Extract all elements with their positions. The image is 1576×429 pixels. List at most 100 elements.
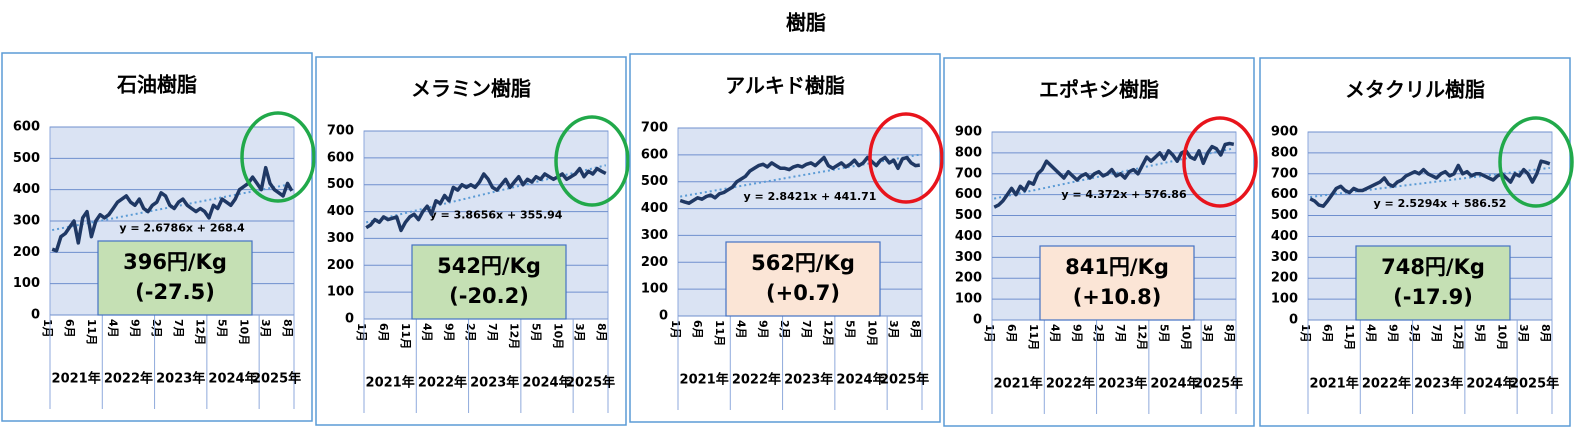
- x-tick-label: 9月: [1070, 324, 1083, 343]
- x-tick-label: 10月: [551, 323, 564, 349]
- year-label: 2021年: [366, 375, 415, 391]
- y-tick-label: 300: [13, 214, 40, 229]
- x-tick-label: 7月: [1430, 324, 1443, 343]
- year-label: 2022年: [104, 371, 153, 387]
- y-tick-label: 200: [13, 245, 40, 260]
- y-tick-label: 700: [1271, 166, 1298, 181]
- year-label: 2021年: [1310, 376, 1359, 392]
- y-tick-label: 100: [641, 282, 668, 297]
- x-tick-label: 6月: [1321, 324, 1334, 343]
- x-tick-label: 2月: [150, 319, 163, 338]
- x-tick-label: 12月: [1136, 324, 1149, 350]
- x-tick-label: 5月: [1473, 324, 1486, 343]
- x-tick-label: 10月: [1179, 324, 1192, 350]
- year-label: 2022年: [1046, 376, 1095, 392]
- x-tick-label: 2月: [1408, 324, 1421, 343]
- y-tick-label: 500: [1271, 208, 1298, 223]
- x-tick-label: 6月: [1005, 324, 1018, 343]
- y-tick-label: 500: [955, 208, 982, 223]
- y-tick-label: 800: [1271, 145, 1298, 160]
- y-tick-label: 300: [641, 228, 668, 243]
- year-label: 2024年: [522, 375, 571, 391]
- y-tick-label: 100: [327, 285, 354, 300]
- y-tick-label: 700: [955, 166, 982, 181]
- x-tick-label: 1月: [669, 320, 682, 339]
- year-label: 2022年: [732, 372, 781, 388]
- price-change: (+0.7): [766, 281, 840, 305]
- x-tick-label: 3月: [887, 320, 900, 339]
- y-tick-label: 400: [13, 182, 40, 197]
- price-change: (-27.5): [135, 280, 215, 304]
- price-line: [51, 165, 294, 253]
- y-tick-label: 0: [659, 309, 668, 324]
- price-box: [411, 244, 567, 320]
- price-change: (-20.2): [449, 284, 529, 308]
- x-tick-label: 8月: [1539, 324, 1552, 343]
- year-label: 2023年: [784, 372, 833, 388]
- x-tick-label: 2月: [1092, 324, 1105, 343]
- x-tick-label: 10月: [237, 319, 250, 345]
- x-tick-label: 9月: [442, 323, 455, 342]
- x-tick-label: 12月: [822, 320, 835, 346]
- x-tick-label: 11月: [1027, 324, 1040, 350]
- y-tick-label: 400: [327, 204, 354, 219]
- x-tick-label: 9月: [1386, 324, 1399, 343]
- price-box: [1039, 245, 1195, 321]
- year-label: 2022年: [1362, 376, 1411, 392]
- trendline-equation: y = 2.6786x + 268.4: [119, 222, 245, 235]
- x-tick-label: 9月: [128, 319, 141, 338]
- y-tick-label: 600: [327, 150, 354, 165]
- x-tick-label: 7月: [1114, 324, 1127, 343]
- year-label: 2022年: [418, 375, 467, 391]
- trendline-equation: y = 2.5294x + 586.52: [1374, 197, 1507, 210]
- x-tick-label: 4月: [735, 320, 748, 339]
- x-tick-label: 7月: [172, 319, 185, 338]
- chart-title: 石油樹脂: [116, 73, 197, 97]
- price-box: [725, 241, 881, 317]
- year-label: 2023年: [1098, 376, 1147, 392]
- y-tick-label: 200: [327, 258, 354, 273]
- highlight-ellipse: [1498, 116, 1574, 208]
- x-tick-label: 6月: [63, 319, 76, 338]
- y-tick-label: 0: [345, 312, 354, 327]
- price-line: [365, 166, 607, 233]
- y-tick-label: 500: [641, 174, 668, 189]
- chart-title: メタクリル樹脂: [1345, 78, 1485, 102]
- price-label: 396円/Kg: [123, 250, 227, 274]
- y-tick-label: 300: [327, 231, 354, 246]
- x-tick-label: 5月: [1157, 324, 1170, 343]
- price-change: (+10.8): [1073, 285, 1162, 309]
- x-tick-label: 10月: [1495, 324, 1508, 350]
- price-label: 542円/Kg: [437, 254, 541, 278]
- y-tick-label: 500: [327, 177, 354, 192]
- y-tick-label: 400: [1271, 229, 1298, 244]
- x-tick-label: 10月: [865, 320, 878, 346]
- year-label: 2024年: [836, 372, 885, 388]
- year-label: 2021年: [680, 372, 729, 388]
- x-tick-label: 12月: [194, 319, 207, 345]
- x-tick-label: 8月: [909, 320, 922, 339]
- year-label: 2023年: [1414, 376, 1463, 392]
- y-tick-label: 800: [955, 145, 982, 160]
- chart-title: アルキド樹脂: [725, 74, 845, 98]
- y-tick-label: 300: [1271, 250, 1298, 265]
- x-tick-label: 2月: [464, 323, 477, 342]
- year-label: 2025年: [880, 372, 929, 388]
- x-tick-label: 4月: [1365, 324, 1378, 343]
- x-tick-label: 6月: [691, 320, 704, 339]
- year-label: 2024年: [1466, 376, 1515, 392]
- y-tick-label: 500: [13, 151, 40, 166]
- year-label: 2024年: [208, 371, 257, 387]
- year-label: 2023年: [156, 371, 205, 387]
- year-label: 2021年: [52, 371, 101, 387]
- year-label: 2024年: [1150, 376, 1199, 392]
- y-tick-label: 100: [955, 292, 982, 307]
- trendline-equation: y = 4.372x + 576.86: [1061, 188, 1187, 201]
- year-label: 2025年: [1194, 376, 1243, 392]
- x-tick-label: 8月: [1223, 324, 1236, 343]
- y-tick-label: 700: [327, 124, 354, 139]
- x-tick-label: 9月: [756, 320, 769, 339]
- year-label: 2023年: [470, 375, 519, 391]
